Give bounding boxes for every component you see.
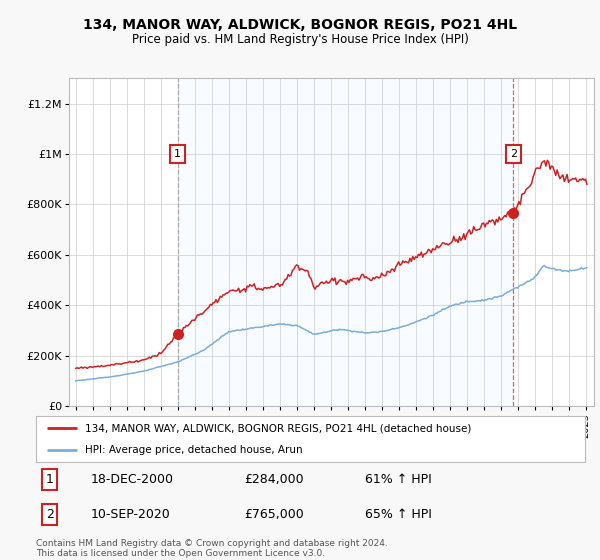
Text: 10-SEP-2020: 10-SEP-2020 <box>91 508 170 521</box>
Text: 2: 2 <box>510 149 517 159</box>
Text: Contains HM Land Registry data © Crown copyright and database right 2024.
This d: Contains HM Land Registry data © Crown c… <box>36 539 388 558</box>
Text: HPI: Average price, detached house, Arun: HPI: Average price, detached house, Arun <box>85 445 303 455</box>
Text: £765,000: £765,000 <box>245 508 304 521</box>
Text: Price paid vs. HM Land Registry's House Price Index (HPI): Price paid vs. HM Land Registry's House … <box>131 32 469 46</box>
Text: 134, MANOR WAY, ALDWICK, BOGNOR REGIS, PO21 4HL (detached house): 134, MANOR WAY, ALDWICK, BOGNOR REGIS, P… <box>85 423 472 433</box>
Text: 2: 2 <box>46 508 53 521</box>
Text: £284,000: £284,000 <box>245 473 304 486</box>
Text: 1: 1 <box>174 149 181 159</box>
Text: 18-DEC-2000: 18-DEC-2000 <box>91 473 174 486</box>
Bar <box>178 78 513 406</box>
Text: 134, MANOR WAY, ALDWICK, BOGNOR REGIS, PO21 4HL: 134, MANOR WAY, ALDWICK, BOGNOR REGIS, P… <box>83 17 517 31</box>
Text: 1: 1 <box>46 473 53 486</box>
Text: 61% ↑ HPI: 61% ↑ HPI <box>365 473 432 486</box>
Text: 65% ↑ HPI: 65% ↑ HPI <box>365 508 432 521</box>
